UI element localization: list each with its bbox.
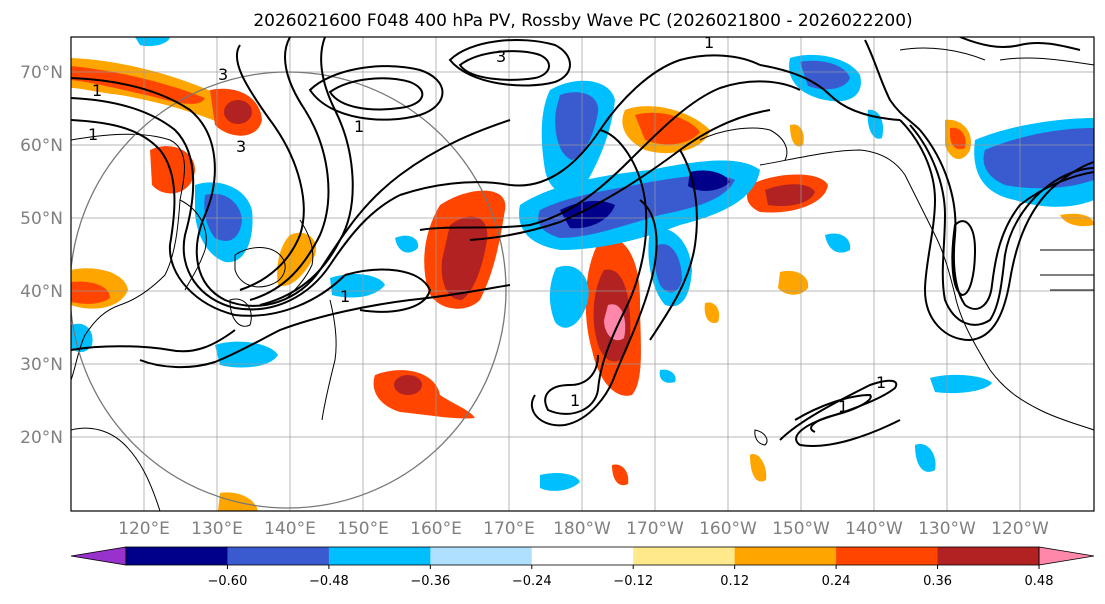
colorbar-extend-high: [1038, 546, 1095, 566]
lon-label: 120°E: [118, 519, 170, 539]
contour-label: 1: [838, 397, 848, 416]
colorbar-segment: [531, 547, 634, 565]
contour-label: 1: [570, 391, 580, 410]
contour-label: 3: [496, 47, 506, 66]
lat-label: 50°N: [20, 209, 63, 229]
contour-label: 1: [340, 287, 350, 306]
contour-labels: 1 1 3 3 1 1 1 3 1 1 1: [88, 33, 886, 416]
colorbar-tick-label: −0.48: [309, 574, 349, 589]
lon-label: 130°W: [918, 519, 976, 539]
colorbar-tick-label: 0.48: [1025, 574, 1054, 589]
colorbar-segment: [633, 547, 736, 565]
contour-label: 3: [236, 137, 246, 156]
map-frame: [70, 36, 1095, 512]
colorbar-segment: [734, 547, 837, 565]
colorbar-tick-label: −0.60: [208, 574, 248, 589]
map-area: 1 1 3 3 1 1 1 3 1 1 1: [71, 33, 1094, 511]
negative-pv-shading: [71, 37, 1094, 491]
lon-label: 170°E: [483, 519, 535, 539]
contour-label: 1: [876, 373, 886, 392]
lon-label: 160°W: [699, 519, 757, 539]
lon-label: 150°E: [337, 519, 389, 539]
colorbar-frame: [125, 546, 1040, 566]
colorbar-segment: [836, 547, 939, 565]
lon-label: 120°W: [991, 519, 1049, 539]
colorbar-tick-label: −0.24: [512, 574, 552, 589]
lat-label: 70°N: [20, 63, 63, 83]
colorbar-tick-label: 0.36: [923, 574, 952, 589]
colorbar-tick-label: 0.24: [822, 574, 851, 589]
positive-pv-shading: [71, 58, 1094, 511]
lon-label: 180°W: [553, 519, 611, 539]
lon-label: 140°W: [845, 519, 903, 539]
contour-label: 1: [704, 33, 714, 52]
colorbar: −0.60 −0.48 −0.36 −0.24 −0.12 0.12 0.24 0.36 0.4…: [70, 546, 1095, 589]
colorbar-extend-low: [70, 546, 127, 566]
lon-label: 150°W: [772, 519, 830, 539]
colorbar-segment: [937, 547, 1040, 565]
colorbar-segment: [328, 547, 431, 565]
lon-label: 160°E: [410, 519, 462, 539]
colorbar-segment: [430, 547, 533, 565]
colorbar-tick-label: −0.12: [613, 574, 653, 589]
reference-circle: [71, 71, 507, 509]
latitude-labels: 70°N 60°N 50°N 40°N 30°N 20°N: [20, 63, 63, 448]
lon-label: 130°E: [191, 519, 243, 539]
longitude-labels: 120°E 130°E 140°E 150°E 160°E 170°E 180°…: [118, 519, 1049, 539]
colorbar-tick-label: −0.36: [410, 574, 450, 589]
contour-label: 1: [92, 81, 102, 100]
lon-label: 140°E: [264, 519, 316, 539]
coastlines: [71, 47, 1094, 511]
lat-label: 40°N: [20, 282, 63, 302]
contour-label: 1: [88, 125, 98, 144]
pv-contours: [71, 37, 1094, 447]
lat-label: 60°N: [20, 136, 63, 156]
colorbar-tick-label: 0.12: [720, 574, 749, 589]
lat-label: 20°N: [20, 428, 63, 448]
colorbar-segment: [126, 547, 228, 565]
contour-label: 3: [218, 65, 228, 84]
lon-label: 170°W: [626, 519, 684, 539]
colorbar-segment: [227, 547, 330, 565]
contour-label: 1: [354, 117, 364, 136]
lat-label: 30°N: [20, 355, 63, 375]
figure-title: 2026021600 F048 400 hPa PV, Rossby Wave …: [253, 11, 912, 31]
